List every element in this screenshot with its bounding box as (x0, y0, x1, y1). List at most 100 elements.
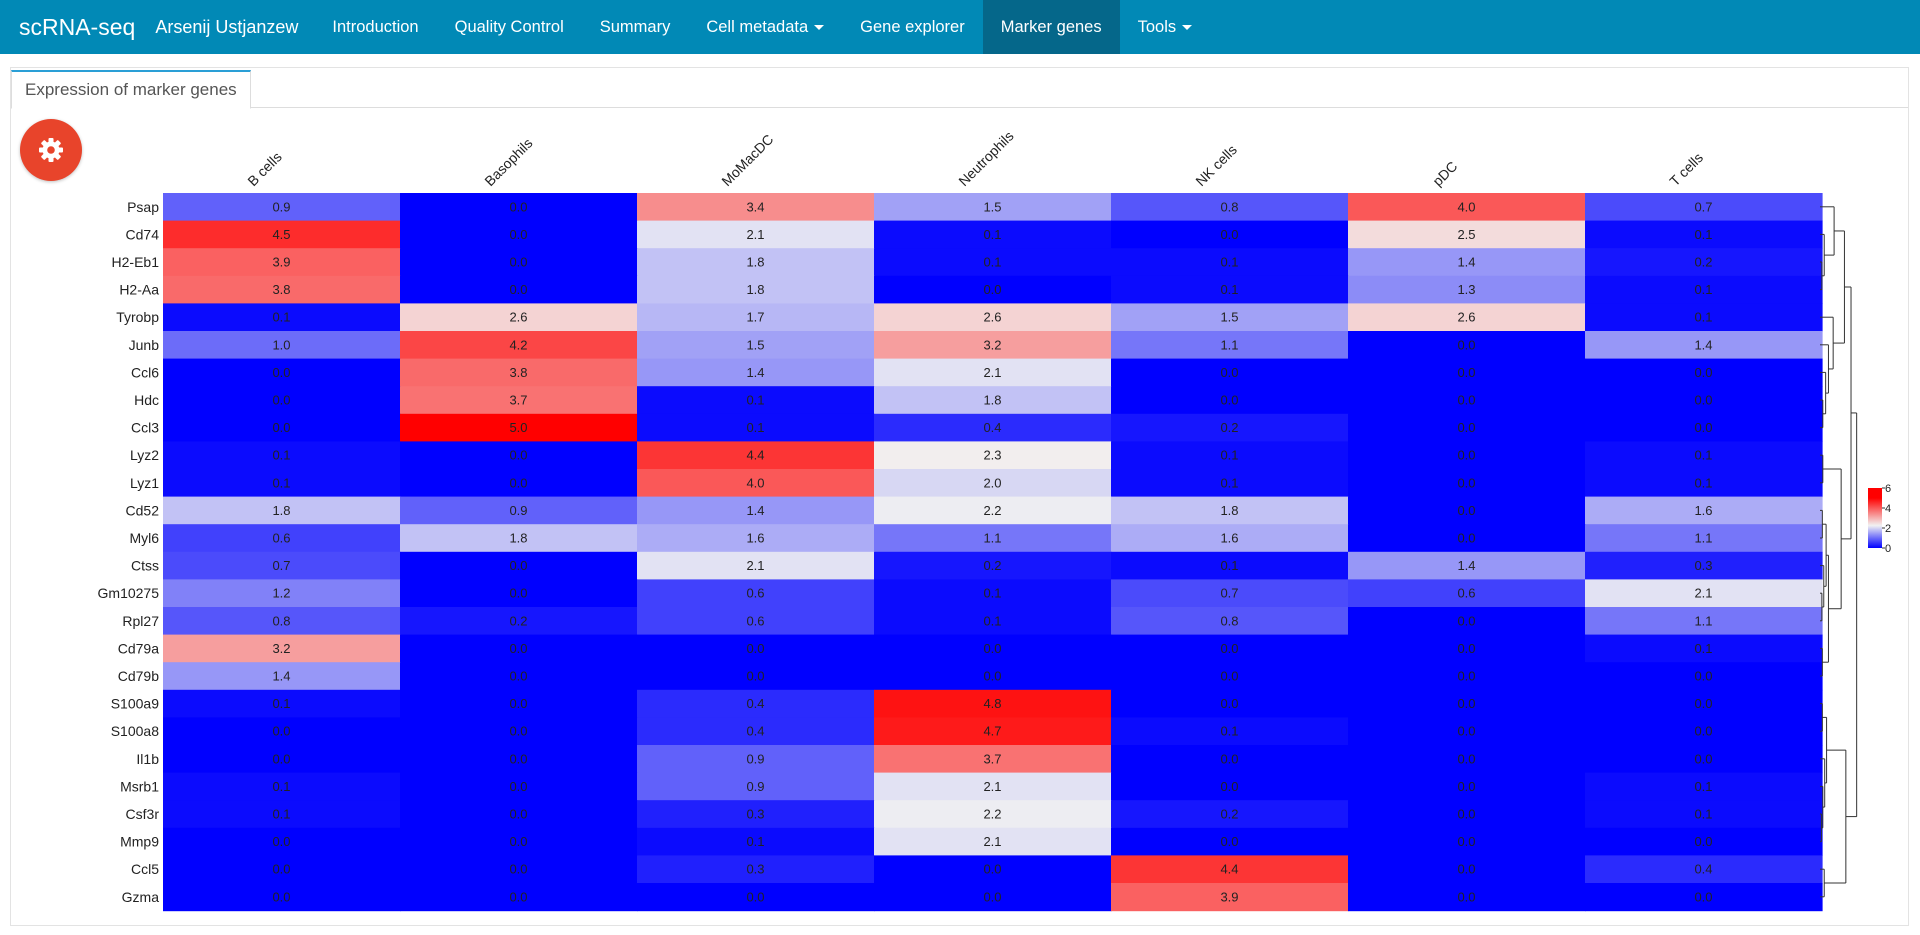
heatmap-cell (874, 469, 1112, 498)
cell-value-label: 2.6 (509, 310, 527, 325)
nav-quality-control[interactable]: Quality Control (437, 0, 582, 54)
cell-value-label: 4.0 (1457, 199, 1475, 214)
heatmap-cell (637, 524, 875, 553)
cell-value-label: 2.5 (1457, 227, 1475, 242)
heatmap-cell (637, 772, 875, 801)
legend-tick-label: 4 (1885, 503, 1891, 515)
heatmap-cell (874, 413, 1112, 442)
heatmap-cell (400, 496, 638, 525)
cell-value-label: 0.1 (1220, 255, 1238, 270)
settings-button[interactable] (20, 119, 82, 181)
cell-value-label: 0.0 (1457, 641, 1475, 656)
cell-value-label: 0.0 (1694, 724, 1712, 739)
cell-value-label: 1.1 (1220, 337, 1238, 352)
heatmap-cell (1348, 331, 1586, 360)
cell-value-label: 0.1 (1694, 282, 1712, 297)
cell-value-label: 2.2 (983, 807, 1001, 822)
cell-value-label: 0.7 (1694, 199, 1712, 214)
cell-value-label: 0.0 (1457, 613, 1475, 628)
cell-value-label: 0.6 (746, 586, 764, 601)
cell-value-label: 0.1 (746, 393, 764, 408)
cell-value-label: 3.8 (509, 365, 527, 380)
nav-marker-genes[interactable]: Marker genes (982, 0, 1120, 54)
heatmap-cell (163, 634, 401, 663)
nav-tools-dropdown[interactable]: Tools (1120, 0, 1211, 54)
heatmap-cell (400, 883, 638, 912)
heatmap-cell (163, 441, 401, 470)
heatmap-cell (1585, 193, 1823, 222)
heatmap-cell (1585, 524, 1823, 553)
heatmap-cell (637, 634, 875, 663)
heatmap-cell (874, 551, 1112, 580)
heatmap-cell (400, 607, 638, 636)
heatmap-cell (1111, 772, 1349, 801)
heatmap-cell (874, 827, 1112, 856)
heatmap-cell (1585, 303, 1823, 332)
heatmap-cell (1348, 441, 1586, 470)
cell-value-label: 3.8 (272, 282, 290, 297)
cell-value-label: 0.0 (509, 282, 527, 297)
tab-expression-of-marker-genes[interactable]: Expression of marker genes (11, 70, 251, 109)
row-label: H2-Aa (119, 282, 159, 298)
heatmap-cell (874, 358, 1112, 387)
heatmap-cell (1348, 275, 1586, 304)
heatmap-cell (874, 634, 1112, 663)
cell-value-label: 0.2 (1220, 807, 1238, 822)
heatmap-cell (637, 800, 875, 829)
heatmap-cell (637, 607, 875, 636)
heatmap-cell (1348, 551, 1586, 580)
heatmap-cell (400, 662, 638, 691)
cell-value-label: 0.0 (746, 669, 764, 684)
cell-value-label: 0.4 (983, 420, 1001, 435)
heatmap-cell (400, 358, 638, 387)
cell-value-label: 1.4 (272, 669, 290, 684)
heatmap-cell (637, 303, 875, 332)
row-label: Ccl6 (131, 364, 159, 380)
heatmap-cell (1585, 551, 1823, 580)
heatmap-cell (400, 524, 638, 553)
heatmap-cell (874, 717, 1112, 746)
cell-value-label: 4.8 (983, 696, 1001, 711)
brand-title[interactable]: scRNA-seq (19, 13, 136, 40)
navbar: scRNA-seq Arsenij Ustjanzew Introduction… (0, 0, 1920, 54)
heatmap-cell (1585, 827, 1823, 856)
cell-value-label: 1.8 (272, 503, 290, 518)
cell-value-label: 1.6 (1220, 531, 1238, 546)
cell-value-label: 0.1 (746, 834, 764, 849)
heatmap-cell (1585, 883, 1823, 912)
cell-value-label: 0.1 (272, 475, 290, 490)
cell-value-label: 0.0 (1457, 862, 1475, 877)
heatmap-cell (163, 827, 401, 856)
cell-value-label: 0.0 (509, 255, 527, 270)
cell-value-label: 0.1 (983, 586, 1001, 601)
heatmap-cell (1348, 496, 1586, 525)
cell-value-label: 2.2 (983, 503, 1001, 518)
heatmap-cell (637, 745, 875, 774)
cell-value-label: 0.0 (1457, 889, 1475, 904)
nav-summary-label: Summary (599, 17, 671, 36)
heatmap-cell (400, 413, 638, 442)
heatmap-cell (1348, 413, 1586, 442)
cell-value-label: 0.0 (1457, 393, 1475, 408)
cell-value-label: 2.1 (983, 779, 1001, 794)
nav-cell-metadata-dropdown[interactable]: Cell metadata (688, 0, 842, 54)
row-label: Ccl3 (131, 420, 159, 436)
heatmap-cell (400, 551, 638, 580)
heatmap-cell (1111, 469, 1349, 498)
heatmap-cell (637, 441, 875, 470)
nav-gene-explorer[interactable]: Gene explorer (842, 0, 983, 54)
nav-introduction[interactable]: Introduction (314, 0, 436, 54)
cell-value-label: 0.0 (509, 227, 527, 242)
cell-value-label: 1.5 (1220, 310, 1238, 325)
heatmap-cell (637, 413, 875, 442)
cell-value-label: 1.6 (746, 531, 764, 546)
cell-value-label: 0.8 (1220, 613, 1238, 628)
cell-value-label: 0.8 (272, 613, 290, 628)
heatmap-cell (874, 331, 1112, 360)
nav-summary[interactable]: Summary (582, 0, 689, 54)
cell-value-label: 1.4 (1694, 337, 1712, 352)
cell-value-label: 3.9 (1220, 889, 1238, 904)
cell-value-label: 1.5 (746, 337, 764, 352)
cell-value-label: 0.6 (1457, 586, 1475, 601)
